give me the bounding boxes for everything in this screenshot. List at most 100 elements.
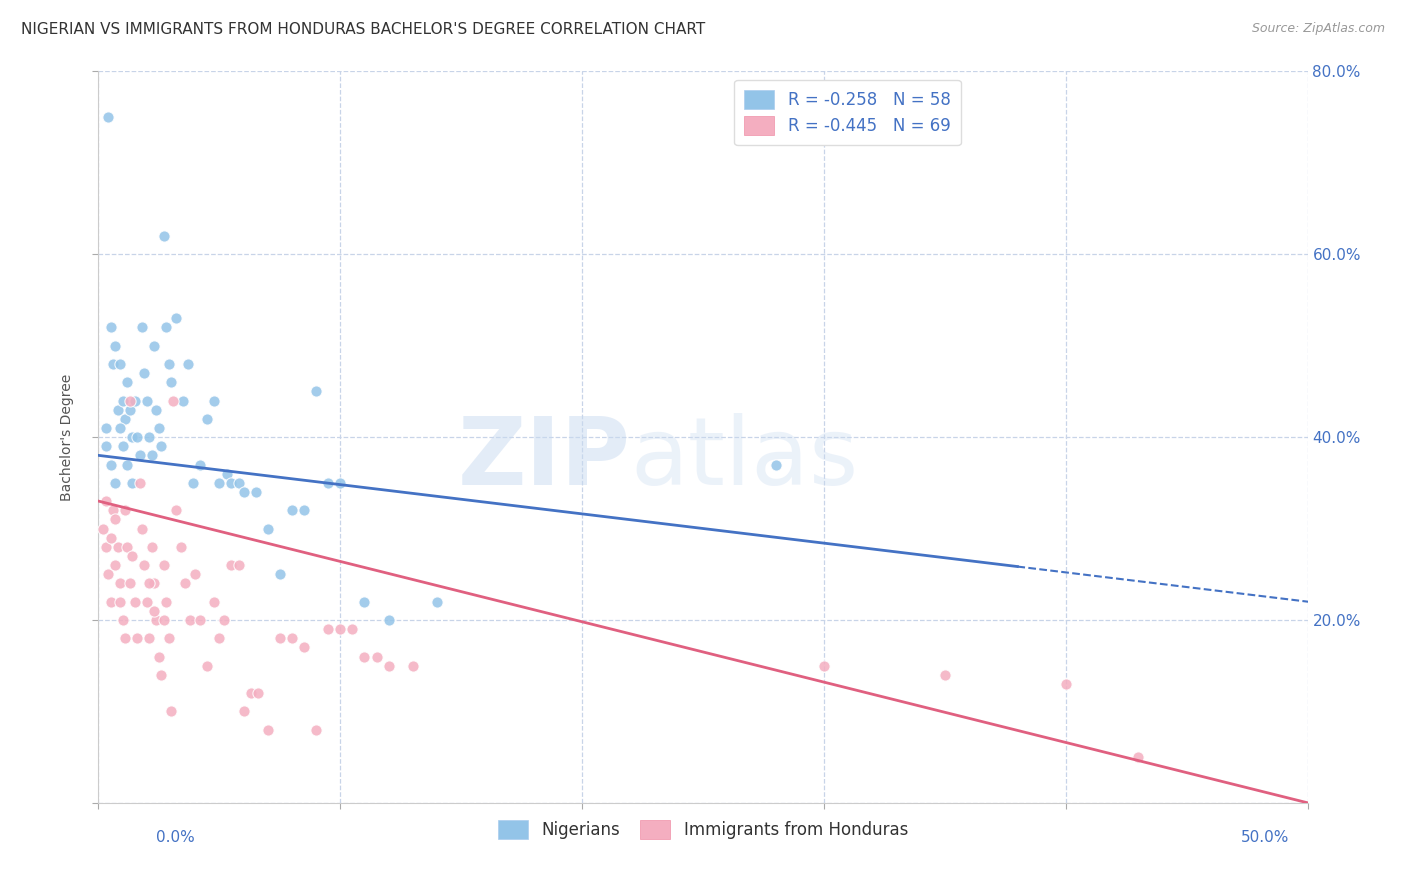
Point [127, 430, 149, 444]
Point [108, 357, 131, 371]
Point [228, 475, 250, 490]
Point [117, 375, 139, 389]
Point [138, 576, 160, 591]
Point [143, 604, 166, 618]
Point [134, 366, 156, 380]
Point [97, 567, 120, 582]
Point [124, 393, 146, 408]
Point [316, 622, 339, 636]
Point [181, 475, 204, 490]
Point [121, 430, 143, 444]
Point [232, 705, 254, 719]
Point [141, 540, 163, 554]
Text: Source: ZipAtlas.com: Source: ZipAtlas.com [1251, 22, 1385, 36]
Point [305, 723, 328, 737]
Point [204, 393, 226, 408]
Point [94, 421, 117, 435]
Point [104, 512, 127, 526]
Point [114, 503, 136, 517]
Point [174, 576, 197, 591]
Point [111, 439, 134, 453]
Point [281, 632, 304, 646]
Point [108, 594, 131, 608]
Point [245, 485, 267, 500]
Point [402, 658, 425, 673]
Text: atlas: atlas [630, 413, 859, 505]
Point [118, 402, 141, 417]
Point [188, 613, 211, 627]
Point [1054, 677, 1077, 691]
Point [100, 594, 122, 608]
Point [239, 686, 262, 700]
Point [150, 439, 173, 453]
Point [117, 540, 139, 554]
Point [143, 576, 166, 591]
Point [104, 558, 127, 573]
Point [160, 375, 183, 389]
Point [377, 658, 399, 673]
Point [101, 357, 124, 371]
Point [281, 503, 304, 517]
Point [94, 540, 117, 554]
Point [377, 613, 399, 627]
Point [94, 494, 117, 508]
Point [128, 448, 150, 462]
Point [165, 503, 187, 517]
Point [155, 594, 177, 608]
Point [141, 448, 163, 462]
Point [104, 475, 127, 490]
Point [145, 613, 167, 627]
Point [305, 384, 328, 399]
Point [114, 632, 136, 646]
Point [342, 622, 364, 636]
Point [152, 558, 174, 573]
Point [107, 540, 129, 554]
Point [152, 229, 174, 244]
Point [256, 521, 278, 535]
Point [329, 622, 352, 636]
Point [232, 485, 254, 500]
Point [108, 421, 131, 435]
Point [160, 705, 183, 719]
Point [204, 594, 226, 608]
Point [269, 567, 291, 582]
Point [117, 458, 139, 472]
Point [195, 658, 218, 673]
Point [104, 338, 127, 352]
Point [138, 430, 160, 444]
Point [128, 475, 150, 490]
Point [101, 503, 124, 517]
Point [292, 640, 315, 655]
Point [148, 649, 170, 664]
Point [108, 576, 131, 591]
Text: 50.0%: 50.0% [1241, 830, 1289, 845]
Point [165, 311, 187, 326]
Point [97, 110, 120, 124]
Point [127, 632, 149, 646]
Point [121, 475, 143, 490]
Point [215, 467, 238, 481]
Point [426, 594, 449, 608]
Point [134, 558, 156, 573]
Point [316, 475, 339, 490]
Point [135, 393, 157, 408]
Point [143, 338, 166, 352]
Point [100, 531, 122, 545]
Point [169, 540, 191, 554]
Point [247, 686, 270, 700]
Point [765, 458, 787, 472]
Point [111, 613, 134, 627]
Point [208, 475, 231, 490]
Point [152, 613, 174, 627]
Point [329, 475, 352, 490]
Point [94, 439, 117, 453]
Point [157, 632, 180, 646]
Point [195, 412, 218, 426]
Point [150, 667, 173, 681]
Point [111, 393, 134, 408]
Point [121, 549, 143, 563]
Point [1128, 750, 1150, 764]
Point [179, 613, 201, 627]
Point [208, 632, 231, 646]
Point [172, 393, 194, 408]
